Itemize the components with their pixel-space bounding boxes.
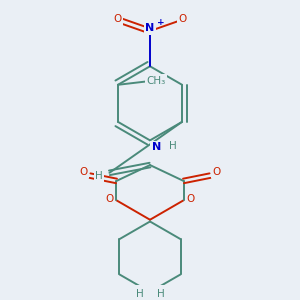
- Text: N: N: [146, 23, 154, 33]
- Text: ⁺: ⁺: [146, 24, 150, 33]
- Text: CH₃: CH₃: [146, 76, 165, 85]
- Text: H: H: [157, 289, 164, 299]
- Text: N: N: [152, 142, 161, 152]
- Text: O: O: [80, 167, 88, 177]
- Text: N: N: [146, 23, 154, 33]
- Text: O: O: [178, 14, 187, 24]
- Text: +: +: [157, 18, 164, 27]
- Text: O: O: [113, 14, 122, 24]
- Text: H: H: [169, 141, 177, 151]
- Text: O: O: [212, 167, 220, 177]
- Text: H: H: [136, 289, 143, 299]
- Text: O: O: [186, 194, 195, 204]
- Text: O: O: [105, 194, 114, 204]
- Text: H: H: [95, 171, 103, 181]
